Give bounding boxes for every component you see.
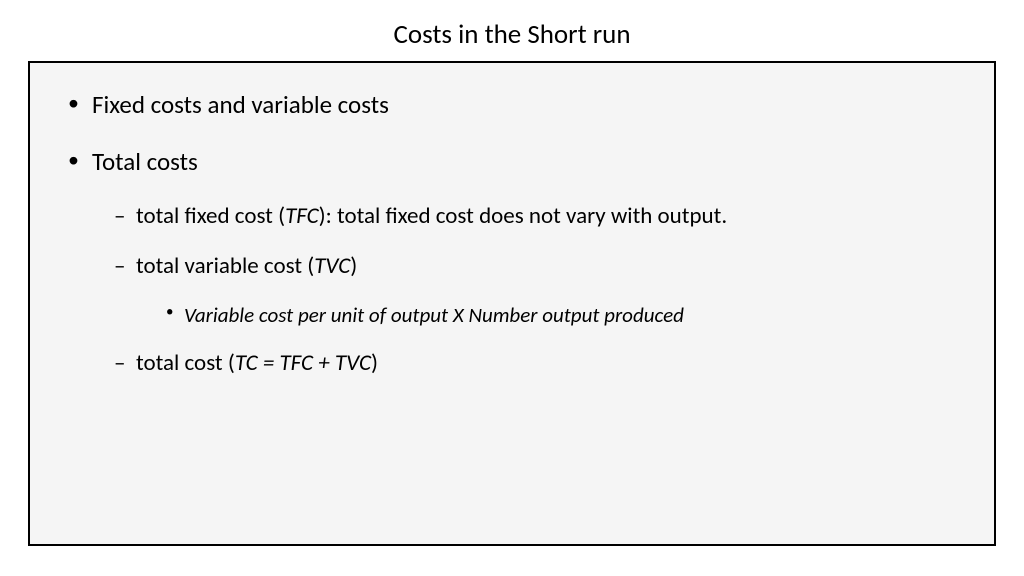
bullet-tfc: total fixed cost (TFC): total fixed cost… (114, 202, 970, 232)
tfc-pre: total fixed cost ( (136, 202, 285, 230)
tc-post: ) (371, 349, 378, 377)
bullet-tvc: total variable cost (TVC) (114, 252, 970, 282)
slide-title: Costs in the Short run (28, 18, 996, 51)
tfc-abbr: TFC (285, 202, 319, 230)
slide: Costs in the Short run Fixed costs and v… (0, 0, 1024, 576)
bullet-variable-formula: Variable cost per unit of output X Numbe… (166, 302, 970, 329)
bullet-total-costs: Total costs (72, 146, 970, 179)
tc-pre: total cost ( (136, 349, 235, 377)
tc-abbr: TC = TFC + TVC (235, 349, 371, 377)
tvc-post: ) (350, 252, 357, 280)
tfc-post: ): total fixed cost does not vary with o… (319, 202, 728, 230)
tvc-pre: total variable cost ( (136, 252, 314, 280)
content-box: Fixed costs and variable costs Total cos… (28, 61, 996, 546)
bullet-tc: total cost (TC = TFC + TVC) (114, 349, 970, 379)
bullet-fixed-variable: Fixed costs and variable costs (72, 89, 970, 122)
tvc-abbr: TVC (314, 252, 350, 280)
